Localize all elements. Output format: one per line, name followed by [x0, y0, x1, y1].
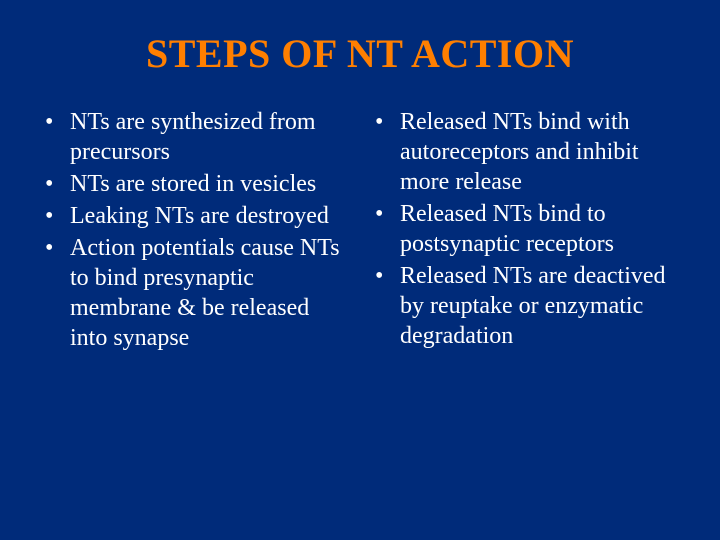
bullet-text: Released NTs bind to postsynaptic recept…: [400, 199, 680, 259]
columns-container: • NTs are synthesized from precursors • …: [40, 107, 680, 355]
bullet-text: Released NTs bind with autoreceptors and…: [400, 107, 680, 197]
list-item: • Released NTs are deactived by reuptake…: [370, 261, 680, 351]
slide-title: STEPS OF NT ACTION: [40, 30, 680, 77]
bullet-icon: •: [370, 107, 400, 197]
bullet-text: NTs are synthesized from precursors: [70, 107, 350, 167]
list-item: • NTs are synthesized from precursors: [40, 107, 350, 167]
bullet-icon: •: [40, 201, 70, 231]
bullet-text: Released NTs are deactived by reuptake o…: [400, 261, 680, 351]
bullet-text: NTs are stored in vesicles: [70, 169, 350, 199]
left-column: • NTs are synthesized from precursors • …: [40, 107, 350, 355]
right-column: • Released NTs bind with autoreceptors a…: [370, 107, 680, 355]
bullet-icon: •: [40, 233, 70, 353]
list-item: • Leaking NTs are destroyed: [40, 201, 350, 231]
list-item: • NTs are stored in vesicles: [40, 169, 350, 199]
slide-container: STEPS OF NT ACTION • NTs are synthesized…: [0, 0, 720, 540]
bullet-text: Leaking NTs are destroyed: [70, 201, 350, 231]
list-item: • Released NTs bind with autoreceptors a…: [370, 107, 680, 197]
bullet-icon: •: [370, 199, 400, 259]
bullet-icon: •: [370, 261, 400, 351]
bullet-icon: •: [40, 169, 70, 199]
bullet-icon: •: [40, 107, 70, 167]
list-item: • Released NTs bind to postsynaptic rece…: [370, 199, 680, 259]
bullet-text: Action potentials cause NTs to bind pres…: [70, 233, 350, 353]
list-item: • Action potentials cause NTs to bind pr…: [40, 233, 350, 353]
